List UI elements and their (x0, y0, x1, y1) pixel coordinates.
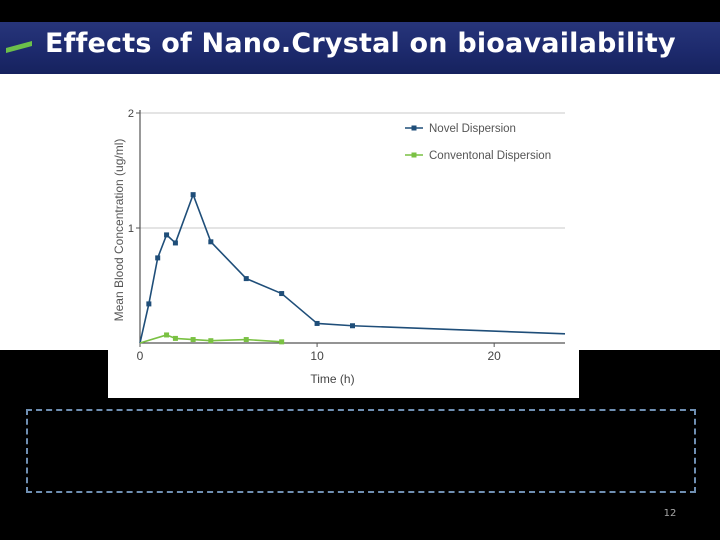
data-point (164, 232, 170, 238)
x-axis-label: Time (h) (310, 372, 354, 386)
x-tick-label: 20 (487, 349, 501, 363)
data-point (190, 192, 196, 198)
notes-placeholder-box (26, 409, 696, 493)
title-bar (0, 22, 720, 74)
slide-title: Effects of Nano.Crystal on bioavailabili… (45, 28, 676, 59)
y-tick-label: 1 (128, 223, 134, 235)
data-point (164, 332, 170, 338)
series-line-novel (139, 193, 566, 344)
page-number: 12 (663, 508, 677, 519)
data-point (279, 291, 285, 297)
data-point (172, 335, 178, 341)
y-tick-label: 2 (128, 108, 134, 120)
legend-label: Conventonal Dispersion (429, 150, 551, 162)
green-accent-icon (6, 41, 32, 53)
chart-panel: 1 2 0 10 20 Time (h) Mean Blood Concentration … (108, 86, 579, 398)
data-point (155, 255, 161, 261)
legend-swatch-marker (411, 152, 417, 158)
data-point (208, 239, 214, 245)
legend-label: Novel Dispersion (429, 123, 516, 135)
data-point (208, 338, 214, 344)
data-point (350, 323, 355, 329)
legend-swatch-marker (411, 125, 417, 131)
data-point (146, 301, 152, 307)
data-point (190, 337, 196, 343)
y-axis-label: Mean Blood Concentration (ug/ml) (112, 139, 126, 322)
x-tick-label: 10 (310, 349, 324, 363)
data-point (243, 337, 249, 343)
data-point (243, 276, 249, 282)
data-point (279, 339, 285, 345)
x-tick-label: 0 (137, 349, 144, 363)
data-point (172, 240, 178, 246)
data-point (314, 320, 320, 326)
